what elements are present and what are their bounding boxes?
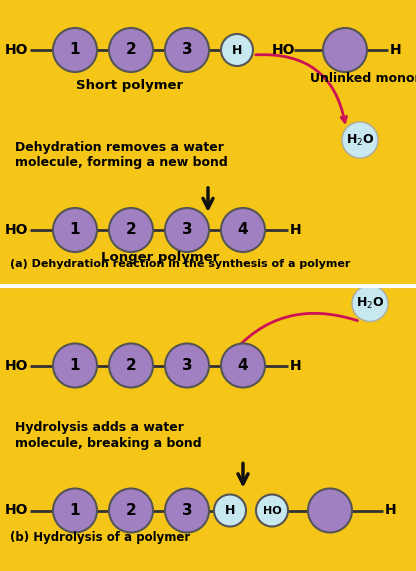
Circle shape <box>53 489 97 533</box>
Circle shape <box>109 208 153 252</box>
Text: 3: 3 <box>182 503 192 518</box>
Text: (a) Dehydration reaction in the synthesis of a polymer: (a) Dehydration reaction in the synthesi… <box>10 259 350 269</box>
Text: HO: HO <box>5 359 28 372</box>
Text: H: H <box>290 223 302 237</box>
Circle shape <box>308 489 352 533</box>
Text: H$_2$O: H$_2$O <box>346 132 374 147</box>
Circle shape <box>221 34 253 66</box>
Text: HO: HO <box>272 43 295 57</box>
Text: Unlinked monomer: Unlinked monomer <box>310 71 416 85</box>
Text: H: H <box>290 359 302 372</box>
Text: H: H <box>225 504 235 517</box>
Text: (b) Hydrolysis of a polymer: (b) Hydrolysis of a polymer <box>10 532 190 545</box>
Text: HO: HO <box>262 505 281 516</box>
Text: 3: 3 <box>182 223 192 238</box>
Text: 1: 1 <box>70 503 80 518</box>
Text: 1: 1 <box>70 358 80 373</box>
Text: 1: 1 <box>70 42 80 58</box>
Text: 1: 1 <box>70 223 80 238</box>
Text: 2: 2 <box>126 358 136 373</box>
Circle shape <box>109 28 153 72</box>
Text: 4: 4 <box>238 358 248 373</box>
Text: HO: HO <box>5 504 28 517</box>
Text: 3: 3 <box>182 358 192 373</box>
Text: HO: HO <box>5 223 28 237</box>
Circle shape <box>165 208 209 252</box>
Circle shape <box>256 494 288 526</box>
Circle shape <box>221 208 265 252</box>
Circle shape <box>221 344 265 388</box>
Text: H: H <box>385 504 396 517</box>
Text: H: H <box>390 43 401 57</box>
Circle shape <box>352 286 388 321</box>
Text: H: H <box>232 43 242 57</box>
Circle shape <box>214 494 246 526</box>
Circle shape <box>342 122 378 158</box>
Circle shape <box>165 489 209 533</box>
Circle shape <box>165 344 209 388</box>
Circle shape <box>323 28 367 72</box>
Text: 2: 2 <box>126 42 136 58</box>
Text: H$_2$O: H$_2$O <box>356 296 384 311</box>
Circle shape <box>53 344 97 388</box>
Text: HO: HO <box>5 43 28 57</box>
Text: Longer polymer: Longer polymer <box>101 251 219 264</box>
Circle shape <box>53 28 97 72</box>
Text: Dehydration removes a water
molecule, forming a new bond: Dehydration removes a water molecule, fo… <box>15 141 228 169</box>
Circle shape <box>165 28 209 72</box>
Circle shape <box>109 344 153 388</box>
Text: 3: 3 <box>182 42 192 58</box>
Circle shape <box>53 208 97 252</box>
Circle shape <box>109 489 153 533</box>
Text: Hydrolysis adds a water
molecule, breaking a bond: Hydrolysis adds a water molecule, breaki… <box>15 421 202 449</box>
Text: 2: 2 <box>126 503 136 518</box>
Text: 4: 4 <box>238 223 248 238</box>
Text: Short polymer: Short polymer <box>77 78 183 91</box>
Text: 2: 2 <box>126 223 136 238</box>
